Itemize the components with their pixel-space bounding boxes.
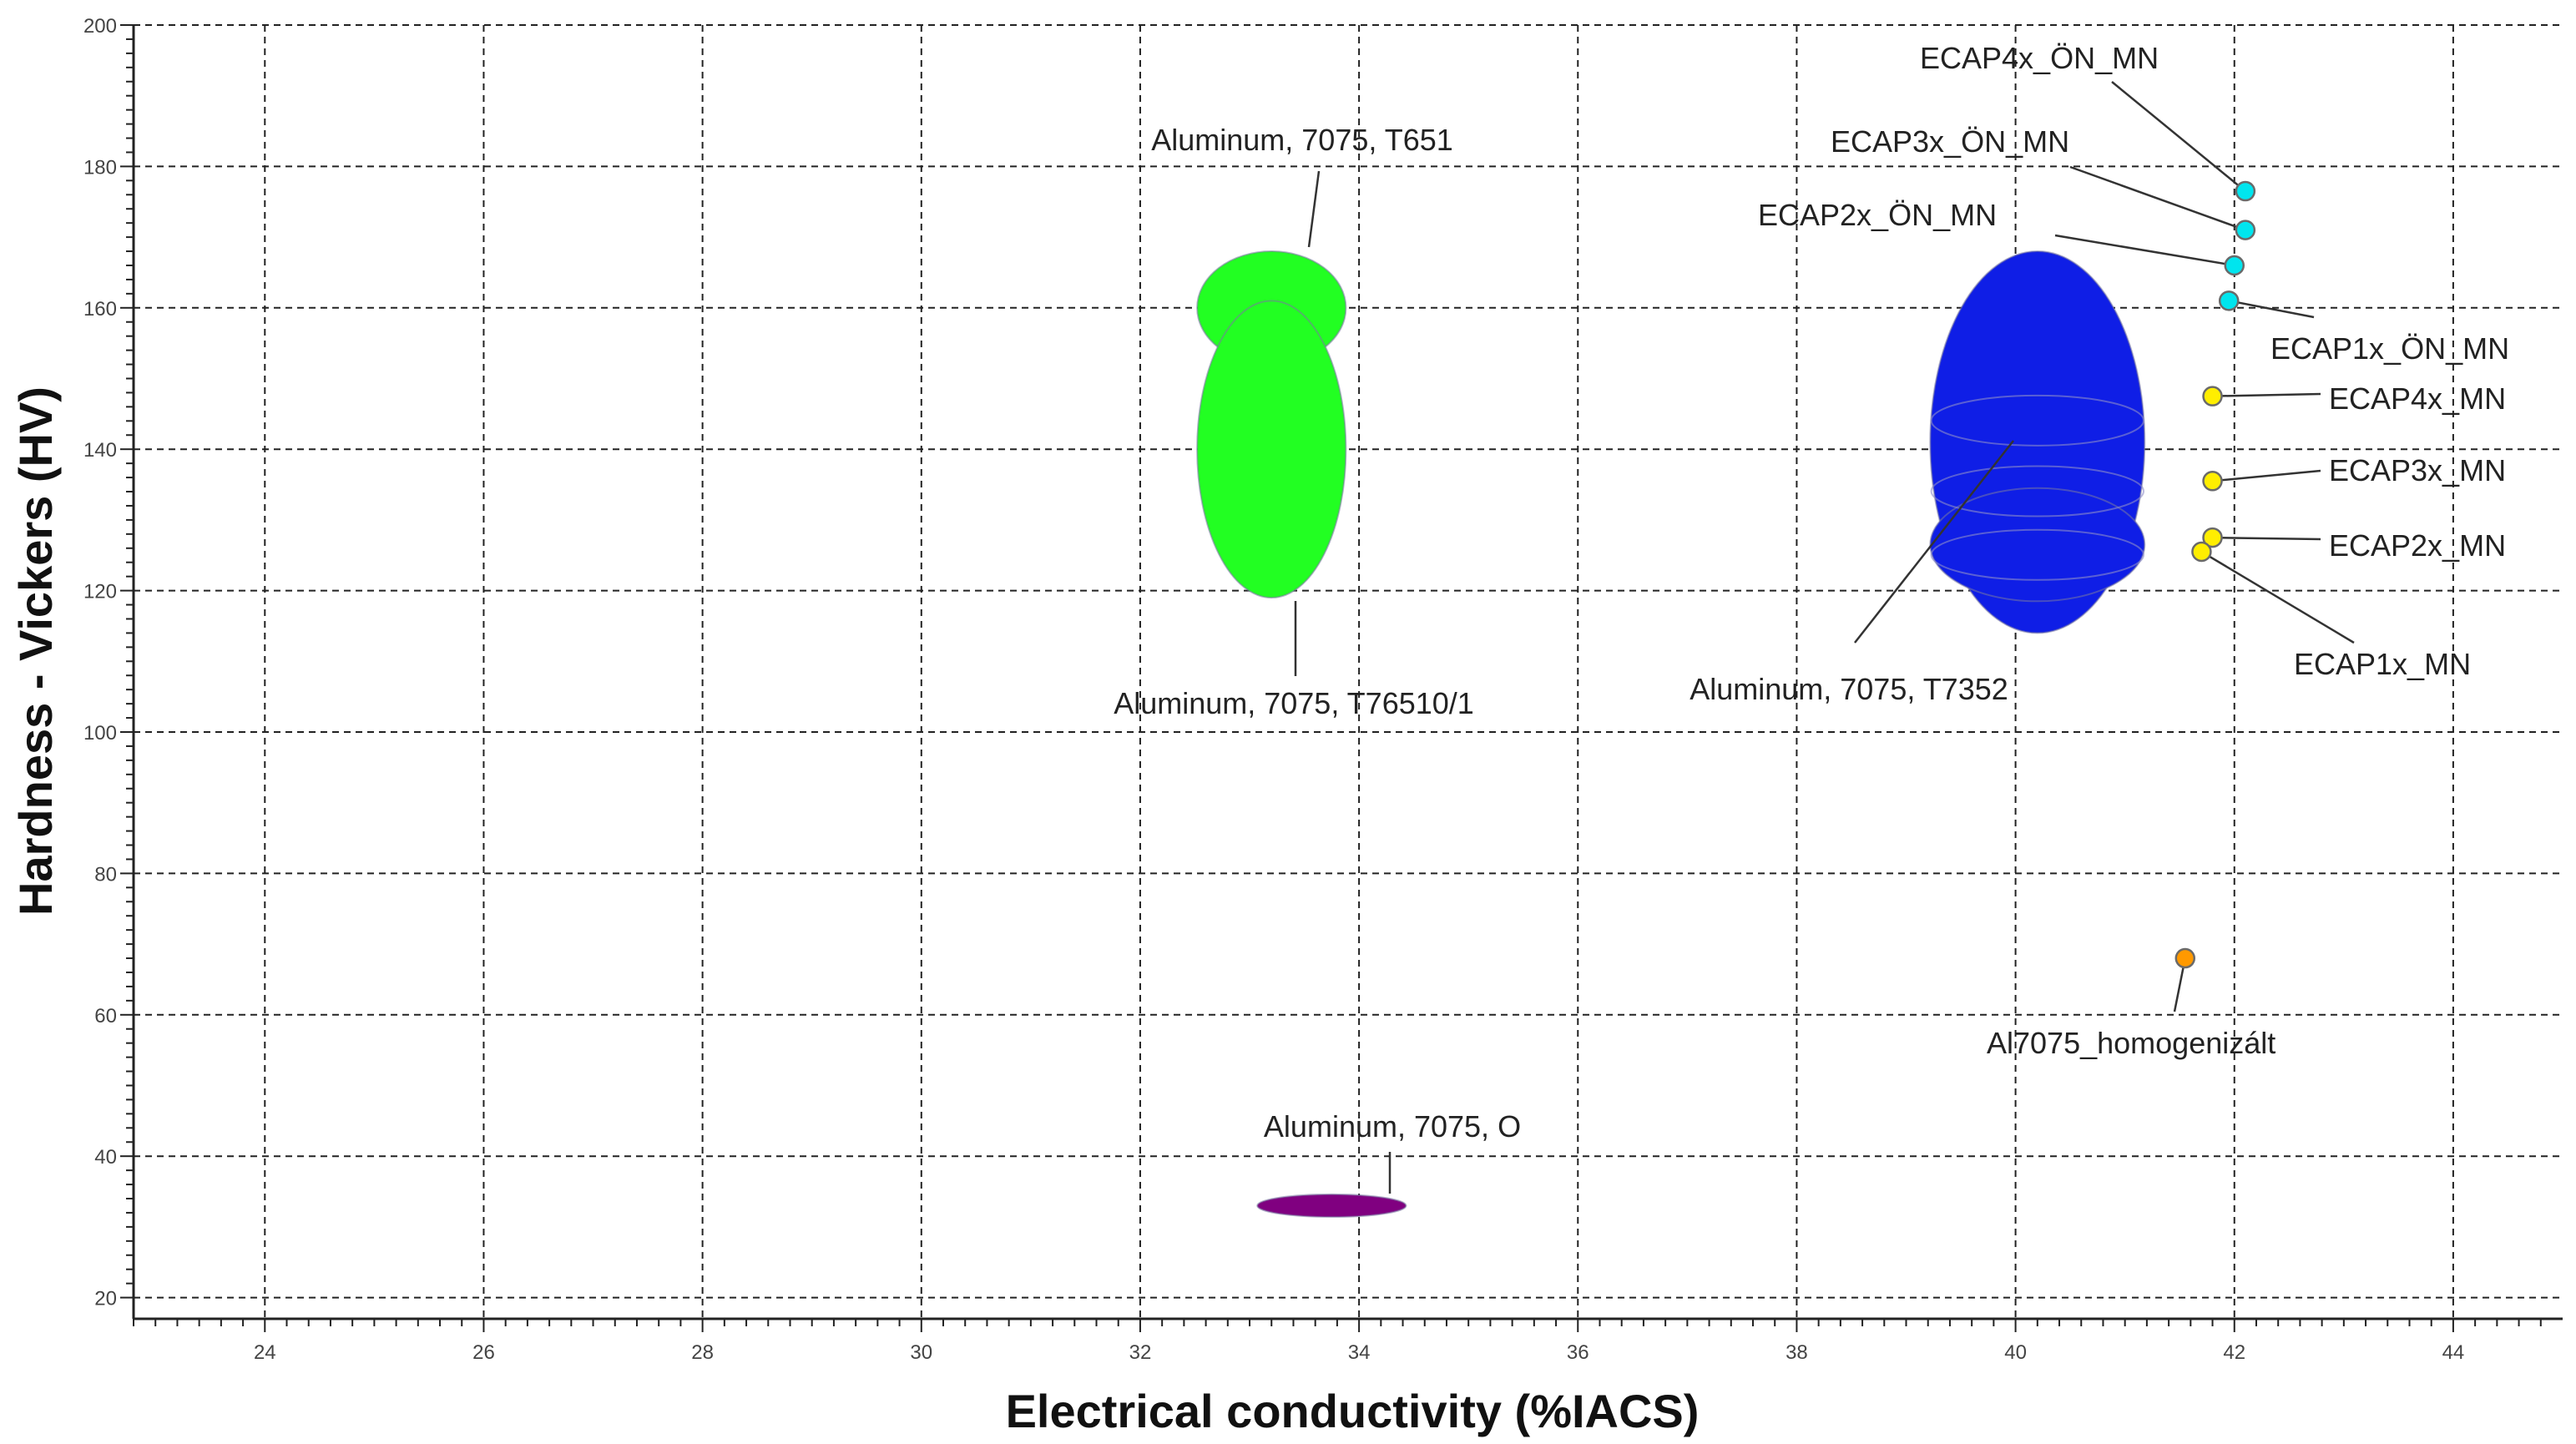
x-tick-label: 40 <box>2004 1341 2027 1364</box>
annotation-label: ECAP1x_MN <box>2294 647 2471 681</box>
data-point <box>2235 220 2256 240</box>
x-axis-title: Electrical conductivity (%IACS) <box>1006 1385 1700 1437</box>
leader-line <box>1307 170 1321 248</box>
leader-line <box>2212 469 2321 482</box>
annotation-label: ECAP4x_ÖN_MN <box>1920 41 2159 75</box>
annotation-label: Aluminum, 7075, T76510/1 <box>1114 686 1474 720</box>
annotation-label: Aluminum, 7075, O <box>1264 1109 1521 1144</box>
y-tick-label: 100 <box>83 722 117 745</box>
property-region <box>1256 1193 1407 1219</box>
y-tick-label: 160 <box>83 298 117 321</box>
data-point <box>2235 180 2256 202</box>
annotation-label: ECAP2x_MN <box>2329 528 2506 563</box>
grid <box>134 24 2563 1319</box>
y-tick-label: 20 <box>94 1288 117 1310</box>
annotation-label: Aluminum, 7075, T7352 <box>1690 672 2008 706</box>
y-tick-label: 60 <box>94 1005 117 1027</box>
leader-line <box>2200 550 2355 644</box>
x-tick-label: 24 <box>254 1341 276 1364</box>
regions <box>1196 250 2146 1219</box>
annotation-label: ECAP4x_MN <box>2329 381 2506 416</box>
annotation-label: ECAP2x_ÖN_MN <box>1758 198 1997 232</box>
leader-line <box>2228 300 2315 319</box>
annotation-labels: Aluminum, 7075, T651 Aluminum, 7075, T765… <box>1114 41 2509 1144</box>
x-tick-label: 36 <box>1567 1341 1589 1364</box>
annotation-label: Al7075_homogenizált <box>1987 1026 2275 1060</box>
data-point <box>2202 527 2223 548</box>
x-tick-label: 28 <box>691 1341 714 1364</box>
y-tick-label: 140 <box>83 439 117 462</box>
data-point <box>2202 386 2223 406</box>
data-point <box>2202 471 2223 492</box>
x-tick-label: 32 <box>1129 1341 1152 1364</box>
annotation-label: ECAP1x_ÖN_MN <box>2270 331 2509 366</box>
data-point <box>2218 290 2240 311</box>
x-tick-label: 42 <box>2223 1341 2245 1364</box>
data-points <box>2174 180 2256 969</box>
y-tick-label: 180 <box>83 156 117 179</box>
region-band <box>1930 528 2144 581</box>
y-axis-title: Hardness - Vickers (HV) <box>9 386 62 916</box>
data-point <box>2224 255 2245 276</box>
x-tick-label: 30 <box>910 1341 932 1364</box>
data-point <box>2191 541 2212 563</box>
x-tick-label: 34 <box>1348 1341 1371 1364</box>
leader-line <box>2212 392 2321 397</box>
leader-line <box>1854 440 2014 644</box>
annotation-label: Aluminum, 7075, T651 <box>1151 123 1453 157</box>
data-point <box>2174 947 2196 969</box>
y-tick-label: 40 <box>94 1146 117 1169</box>
leader-line <box>2212 536 2321 541</box>
annotation-label: ECAP3x_ÖN_MN <box>1831 124 2069 159</box>
leader-line <box>2054 234 2235 267</box>
x-tick-label: 38 <box>1786 1341 1808 1364</box>
y-tick-label: 80 <box>94 863 117 886</box>
y-tick-label: 120 <box>83 581 117 603</box>
leader-line <box>2111 81 2246 193</box>
axes: 24 26 28 30 32 34 36 38 40 42 44 20 40 60 80 100 120 140 1… <box>83 15 2563 1364</box>
region-band <box>1930 465 2144 518</box>
x-tick-label: 26 <box>472 1341 495 1364</box>
region-band <box>1930 394 2144 447</box>
leader-lines <box>1294 81 2355 1194</box>
annotation-label: ECAP3x_MN <box>2329 453 2506 487</box>
property-region <box>1196 300 1347 599</box>
property-region <box>1929 487 2146 603</box>
y-tick-label: 200 <box>83 15 117 38</box>
x-tick-label: 44 <box>2442 1341 2465 1364</box>
leader-line <box>2069 165 2246 231</box>
